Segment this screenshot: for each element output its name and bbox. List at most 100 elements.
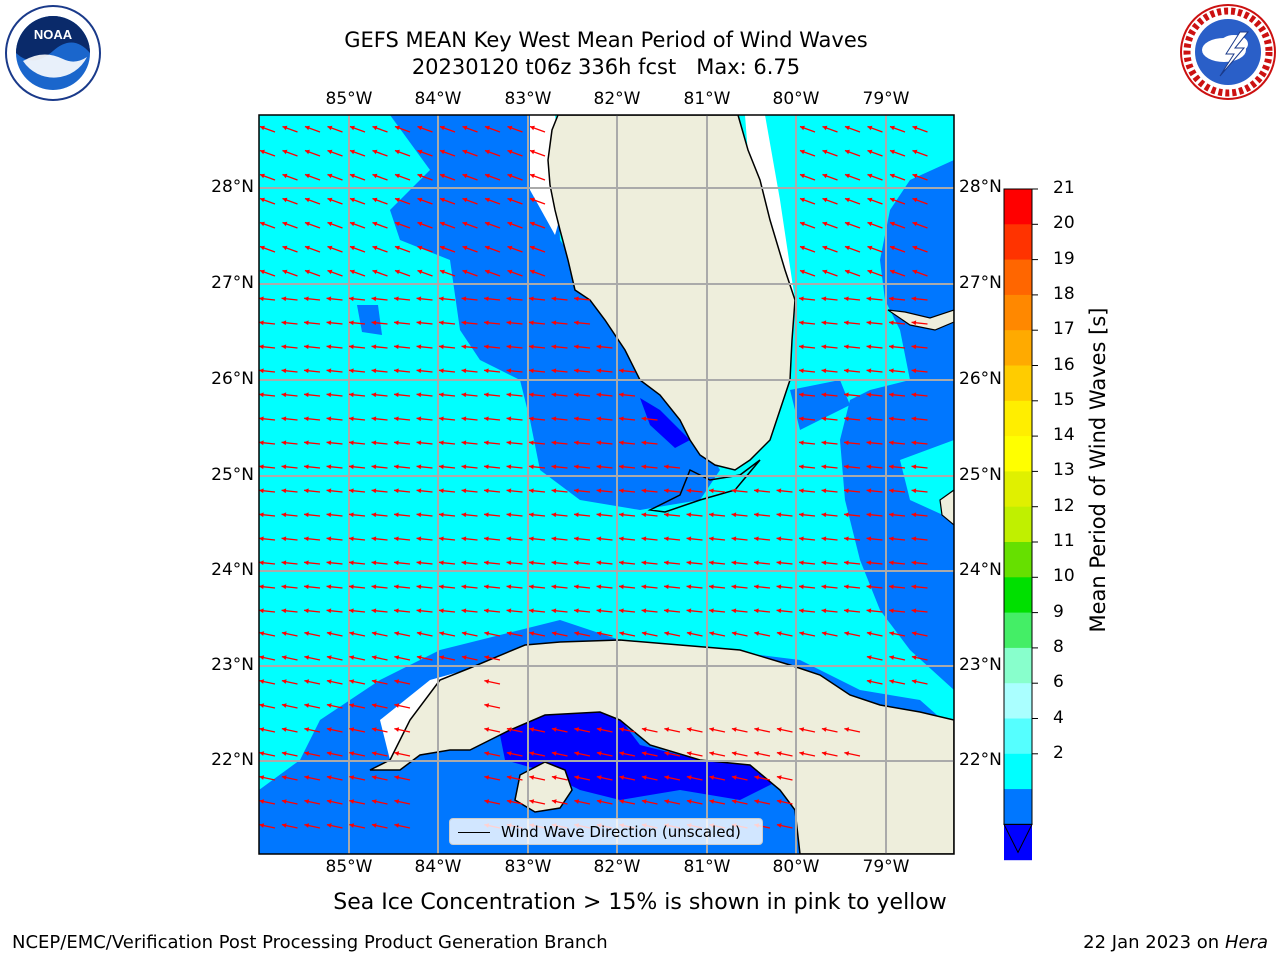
wind-wave-arrowhead	[484, 512, 489, 518]
legend-line-sample	[458, 832, 490, 833]
lat-label-right: 26°N	[959, 369, 1002, 389]
lat-label-left: 28°N	[211, 177, 254, 197]
wind-wave-arrowhead	[844, 221, 850, 227]
wind-wave-arrowhead	[394, 173, 400, 179]
wind-wave-arrowhead	[349, 679, 355, 684]
wind-wave-arrowhead	[282, 125, 288, 131]
wind-wave-arrowhead	[911, 536, 917, 542]
wind-wave-arrowhead	[326, 608, 332, 614]
wind-wave-arrowhead	[619, 392, 624, 398]
wind-wave-arrowhead	[439, 584, 444, 590]
wind-wave-arrowhead	[461, 584, 467, 590]
lon-label-bottom: 79°W	[862, 857, 910, 877]
wind-wave-arrowhead	[754, 799, 760, 804]
wind-wave-arrowhead	[304, 488, 309, 494]
footer-date: 22 Jan 2023 on Hera	[1083, 932, 1268, 953]
colorbar-segment	[1004, 189, 1032, 225]
wind-wave-arrowhead	[417, 197, 423, 203]
wind-wave-arrowhead	[664, 631, 670, 636]
wind-wave-arrowhead	[506, 392, 512, 398]
bahamas-island	[887, 309, 954, 331]
wind-wave-arrowhead	[416, 416, 422, 422]
wind-wave-arrowhead	[776, 823, 782, 828]
wind-wave-arrowhead	[349, 221, 355, 227]
florida-keys	[647, 459, 761, 513]
wind-wave-arrowhead	[416, 464, 422, 470]
wind-wave-arrowhead	[416, 368, 422, 374]
wind-wave-arrowhead	[912, 173, 918, 179]
wind-wave-arrowhead	[596, 751, 602, 756]
wind-wave-arrowhead	[372, 149, 378, 155]
wind-wave-arrowhead	[799, 631, 805, 636]
wind-wave-arrowhead	[461, 368, 467, 374]
wind-wave-arrowhead	[326, 488, 332, 494]
wind-wave-arrowhead	[821, 751, 827, 756]
wind-wave-arrowhead	[866, 416, 872, 422]
wind-wave-arrowhead	[281, 560, 287, 566]
wind-wave-arrowhead	[866, 344, 872, 350]
wind-wave-arrowhead	[282, 221, 288, 227]
wind-wave-arrowhead	[664, 775, 670, 780]
wind-wave-arrowhead	[822, 245, 828, 251]
wind-wave-arrowhead	[259, 608, 264, 614]
wind-wave-arrowhead	[731, 775, 737, 780]
wind-wave-arrowhead	[551, 775, 557, 780]
wind-wave-arrowhead	[461, 512, 467, 518]
wind-wave-arrowhead	[529, 125, 535, 131]
wind-wave-arrowhead	[664, 608, 669, 614]
wind-wave-arrowhead	[461, 631, 467, 636]
wind-wave-arrowhead	[731, 488, 737, 494]
wind-wave-arrowhead	[799, 221, 805, 227]
wind-wave-arrowhead	[304, 775, 310, 780]
wind-wave-arrowhead	[867, 269, 873, 275]
wind-wave-arrowhead	[889, 440, 894, 446]
lon-label-top: 81°W	[683, 89, 731, 109]
wind-wave-arrowhead	[326, 536, 332, 542]
wind-wave-arrowhead	[686, 775, 692, 780]
wind-wave-arrowhead	[371, 823, 377, 828]
colorbar-segment	[1004, 506, 1032, 543]
wind-wave-arrowhead	[259, 560, 264, 566]
wind-wave-arrowhead	[371, 368, 377, 374]
colorbar-segment	[1004, 577, 1032, 614]
wind-wave-arrowhead	[821, 368, 827, 374]
wind-wave-arrowhead	[371, 344, 377, 350]
wind-wave-arrowhead	[349, 320, 354, 326]
wind-wave-arrowhead	[507, 221, 513, 227]
wind-wave-arrowhead	[911, 488, 917, 494]
wind-wave-arrowhead	[304, 173, 310, 179]
wind-wave-arrowhead	[686, 560, 692, 566]
wind-wave-arrowhead	[371, 440, 377, 446]
wind-wave-arrowhead	[866, 440, 872, 446]
wind-wave-arrowhead	[326, 392, 332, 398]
wind-wave-arrowhead	[461, 440, 467, 446]
wind-wave-arrowhead	[529, 296, 534, 302]
wind-wave-arrowhead	[889, 536, 894, 542]
wind-wave-arrowhead	[574, 608, 579, 614]
wind-wave-arrowhead	[417, 269, 423, 275]
wind-wave-arrowhead	[844, 125, 850, 131]
wind-wave-arrowhead	[889, 464, 894, 470]
wind-wave-arrowhead	[349, 799, 355, 804]
wind-wave-arrowhead	[484, 197, 490, 203]
wind-wave-arrowhead	[709, 608, 714, 614]
wind-wave-arrowhead	[709, 727, 715, 732]
wind-wave-arrowhead	[326, 799, 332, 804]
wind-wave-arrowhead	[304, 631, 310, 636]
wind-wave-arrowhead	[754, 631, 760, 636]
wind-wave-arrowhead	[371, 296, 377, 302]
wind-wave-arrowhead	[889, 125, 895, 131]
wind-wave-arrowhead	[641, 584, 647, 590]
lat-label-left: 24°N	[211, 560, 254, 580]
wind-wave-arrowhead	[484, 344, 489, 350]
wind-wave-arrowhead	[282, 149, 288, 155]
wind-wave-arrowhead	[889, 631, 895, 636]
colorbar-tick-label: 13	[1053, 460, 1075, 481]
wind-wave-arrowhead	[304, 320, 309, 326]
wind-wave-arrowhead	[866, 320, 872, 326]
wind-wave-arrowhead	[304, 655, 310, 660]
lon-label-top: 80°W	[772, 89, 820, 109]
wind-wave-arrowhead	[281, 727, 287, 732]
wind-wave-arrowhead	[799, 269, 805, 275]
wind-wave-arrowhead	[371, 799, 377, 804]
